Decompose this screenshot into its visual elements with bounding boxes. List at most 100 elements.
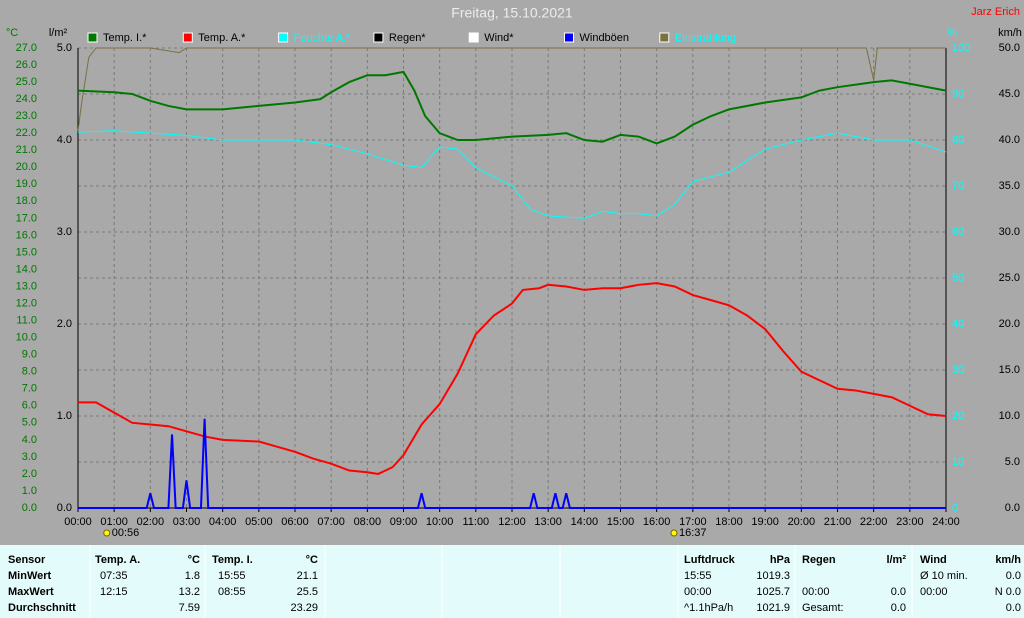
legend-swatch — [373, 32, 384, 43]
y-tick-label: 18.0 — [16, 195, 37, 207]
y-tick-label: 23.0 — [16, 110, 37, 122]
table-header: km/h — [995, 554, 1021, 566]
annotation-label: 00:56 — [112, 527, 140, 539]
legend-label: Temp. A.* — [198, 32, 246, 44]
y4-tick-label: 45.0 — [999, 88, 1020, 100]
y-tick-label: 21.0 — [16, 144, 37, 156]
y-tick-label: 8.0 — [22, 366, 37, 378]
table-cell: 1.8 — [185, 570, 200, 582]
table-cell: 07:35 — [100, 570, 128, 582]
sun-marker — [103, 529, 111, 537]
y2-tick-label: 4.0 — [57, 134, 72, 146]
table-row-label: MaxWert — [8, 586, 54, 598]
y-tick-label: 17.0 — [16, 212, 37, 224]
legend-label: Feuchte A.* — [294, 32, 352, 44]
series-line — [78, 282, 947, 475]
table-row-label: MinWert — [8, 570, 52, 582]
y-tick-label: 22.0 — [16, 127, 37, 139]
table-cell: 23.29 — [290, 602, 318, 614]
x-tick-label: 12:00 — [498, 516, 526, 528]
x-tick-label: 23:00 — [896, 516, 924, 528]
y4-tick-label: 25.0 — [999, 272, 1020, 284]
sun-marker — [670, 529, 678, 537]
y2-tick-label: 0.0 — [57, 502, 72, 514]
x-tick-label: 01:00 — [100, 516, 128, 528]
y3-axis-title: % — [947, 27, 957, 39]
y-tick-label: 1.0 — [22, 485, 37, 497]
table-cell: 7.59 — [179, 602, 200, 614]
x-tick-label: 06:00 — [281, 516, 309, 528]
table-cell: 15:55 — [684, 570, 712, 582]
y-tick-label: 27.0 — [16, 42, 37, 54]
y2-tick-label: 2.0 — [57, 318, 72, 330]
x-tick-label: 24:00 — [932, 516, 960, 528]
table-cell: 08:55 — [218, 586, 246, 598]
table-row-label: Durchschnitt — [8, 602, 76, 614]
y-tick-label: 6.0 — [22, 400, 37, 412]
author: Jarz Erich — [971, 6, 1020, 18]
y-tick-label: 9.0 — [22, 349, 37, 361]
legend-swatch — [659, 32, 670, 43]
y4-tick-label: 50.0 — [999, 42, 1020, 54]
y4-tick-label: 35.0 — [999, 180, 1020, 192]
y2-axis-title: l/m² — [49, 27, 68, 39]
table-cell: 15:55 — [218, 570, 246, 582]
table-header: Regen — [802, 554, 836, 566]
table-cell: N 0.0 — [995, 586, 1021, 598]
y3-tick-label: 50 — [952, 272, 964, 284]
legend-label: Einstrahlung — [675, 32, 736, 44]
legend-label: Temp. I.* — [103, 32, 147, 44]
table-background — [0, 545, 1024, 618]
y4-tick-label: 0.0 — [1005, 502, 1020, 514]
legend-label: Windböen — [580, 32, 630, 44]
y4-tick-label: 15.0 — [999, 364, 1020, 376]
y4-tick-label: 20.0 — [999, 318, 1020, 330]
y-tick-label: 26.0 — [16, 59, 37, 71]
table-header: Wind — [920, 554, 947, 566]
x-tick-label: 10:00 — [426, 516, 454, 528]
y2-tick-label: 5.0 — [57, 42, 72, 54]
table-header: Sensor — [8, 554, 46, 566]
table-cell: 0.0 — [1006, 570, 1021, 582]
y3-tick-label: 100 — [952, 42, 970, 54]
y-tick-label: 2.0 — [22, 468, 37, 480]
series-line — [77, 130, 947, 219]
legend-label: Regen* — [389, 32, 426, 44]
y-tick-label: 16.0 — [16, 229, 37, 241]
legend-swatch — [87, 32, 98, 43]
y-tick-label: 15.0 — [16, 246, 37, 258]
x-tick-label: 02:00 — [137, 516, 165, 528]
x-tick-label: 14:00 — [571, 516, 599, 528]
x-tick-label: 15:00 — [607, 516, 635, 528]
x-tick-label: 07:00 — [317, 516, 345, 528]
x-tick-label: 05:00 — [245, 516, 273, 528]
table-cell: 0.0 — [1006, 602, 1021, 614]
y3-tick-label: 40 — [952, 318, 964, 330]
table-header: Temp. A. — [95, 554, 140, 566]
y-tick-label: 7.0 — [22, 383, 37, 395]
y3-tick-label: 10 — [952, 456, 964, 468]
y-tick-label: 11.0 — [16, 314, 37, 326]
table-lines — [89, 545, 913, 618]
y-tick-label: 4.0 — [22, 434, 37, 446]
y-tick-label: 5.0 — [22, 417, 37, 429]
table-cell: ^1.1hPa/h — [684, 602, 733, 614]
table-cell: 1019.3 — [756, 570, 790, 582]
x-tick-label: 03:00 — [173, 516, 201, 528]
y-tick-label: 0.0 — [22, 502, 37, 514]
table-cell: 25.5 — [297, 586, 318, 598]
x-tick-label: 17:00 — [679, 516, 707, 528]
x-tick-label: 00:00 — [64, 516, 92, 528]
legend-label: Wind* — [484, 32, 514, 44]
y-tick-label: 14.0 — [16, 263, 37, 275]
y-axis-title: °C — [6, 27, 18, 39]
x-tick-label: 19:00 — [751, 516, 779, 528]
table-header: hPa — [770, 554, 791, 566]
x-tick-label: 04:00 — [209, 516, 237, 528]
legend-swatch — [468, 32, 479, 43]
y-tick-label: 25.0 — [16, 76, 37, 88]
y-tick-label: 19.0 — [16, 178, 37, 190]
x-tick-label: 13:00 — [534, 516, 562, 528]
